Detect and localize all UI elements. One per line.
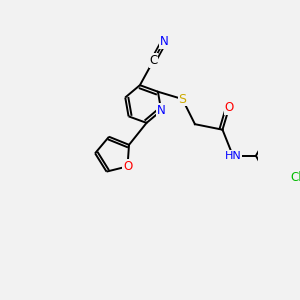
Text: O: O	[224, 101, 234, 114]
Text: S: S	[178, 93, 186, 106]
Text: HN: HN	[224, 151, 241, 161]
Text: O: O	[123, 160, 132, 173]
Text: Cl: Cl	[290, 171, 300, 184]
Text: C: C	[149, 54, 158, 67]
Text: N: N	[160, 35, 168, 48]
Text: N: N	[157, 104, 166, 117]
